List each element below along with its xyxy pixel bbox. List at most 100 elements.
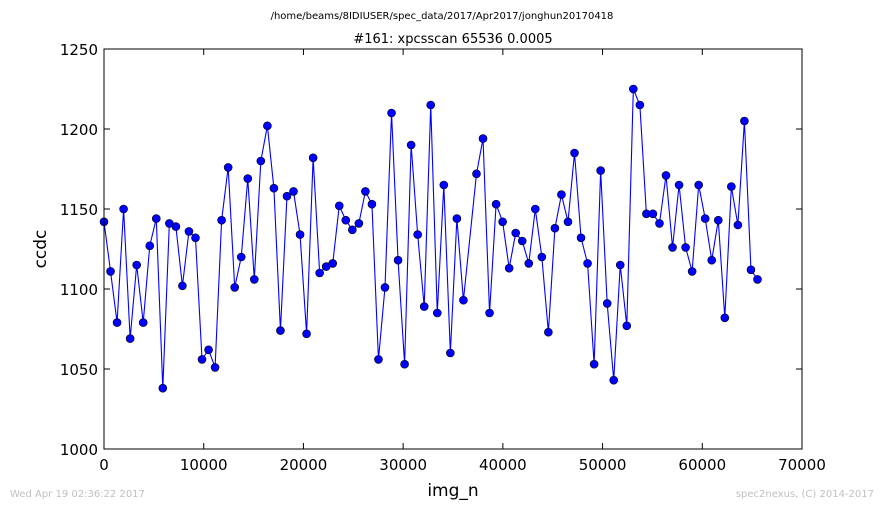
data-point xyxy=(419,302,429,311)
data-point xyxy=(439,180,449,190)
data-point xyxy=(674,180,684,190)
data-point xyxy=(511,228,521,238)
plot-frame xyxy=(103,48,803,450)
data-point xyxy=(544,327,553,337)
data-point xyxy=(570,148,579,158)
data-point xyxy=(472,169,481,179)
data-point xyxy=(132,260,141,270)
data-point xyxy=(387,108,396,118)
data-point xyxy=(681,243,690,252)
axis-ticks: 0 10000 20000 30000 40000 50000 60000 70000 1000… xyxy=(60,41,826,474)
data-point xyxy=(308,153,318,163)
data-point xyxy=(609,375,619,385)
data-point xyxy=(276,326,285,335)
data-point xyxy=(295,230,305,239)
data-point xyxy=(720,313,730,323)
data-point xyxy=(648,209,658,219)
data-point xyxy=(615,260,625,270)
data-point xyxy=(256,156,266,166)
data-point xyxy=(112,318,122,327)
data-point xyxy=(504,263,514,273)
data-point xyxy=(217,215,226,225)
data-point xyxy=(452,214,462,223)
footer-timestamp: Wed Apr 19 02:36:22 2017 xyxy=(10,489,145,500)
data-point xyxy=(655,219,664,228)
data-point xyxy=(550,223,560,233)
data-point xyxy=(119,204,128,214)
chart-suptitle: /home/beams/8IDIUSER/spec_data/2017/Apr2… xyxy=(271,11,614,22)
data-point xyxy=(583,259,592,268)
data-point xyxy=(746,265,756,275)
data-point xyxy=(517,236,527,246)
data-point xyxy=(498,217,507,227)
data-point xyxy=(138,318,148,327)
data-point xyxy=(374,355,383,364)
data-point xyxy=(563,217,573,227)
data-series xyxy=(99,84,762,393)
data-point xyxy=(740,116,749,126)
data-point xyxy=(380,283,390,292)
data-point xyxy=(184,227,194,236)
y-tick-label: 1150 xyxy=(60,201,98,219)
data-point xyxy=(661,171,671,180)
data-point xyxy=(334,201,344,211)
x-tick-label: 10000 xyxy=(180,456,228,474)
data-point xyxy=(753,275,762,284)
data-point xyxy=(223,163,233,172)
x-tick-label: 20000 xyxy=(280,456,328,474)
data-point xyxy=(393,255,403,265)
data-point xyxy=(426,100,436,110)
y-axis-label: ccdc xyxy=(31,230,51,269)
y-tick-label: 1050 xyxy=(60,361,98,379)
data-point xyxy=(707,255,717,265)
x-tick-label: 60000 xyxy=(678,456,726,474)
data-point xyxy=(557,190,566,199)
data-point xyxy=(236,252,246,262)
data-point xyxy=(713,215,723,225)
data-point xyxy=(178,281,187,291)
data-point xyxy=(459,295,468,305)
data-point xyxy=(596,166,605,175)
data-point xyxy=(635,100,645,110)
data-point xyxy=(576,233,586,243)
data-point xyxy=(243,174,253,183)
data-point xyxy=(106,267,115,276)
data-point xyxy=(694,180,703,190)
plot-area xyxy=(104,49,802,449)
data-point xyxy=(171,222,181,231)
data-point xyxy=(367,199,377,209)
y-tick-label: 1100 xyxy=(60,281,98,299)
data-point xyxy=(348,225,357,235)
data-point xyxy=(478,134,488,143)
data-point xyxy=(204,345,213,355)
data-point xyxy=(230,283,239,292)
data-point xyxy=(687,267,697,276)
data-point xyxy=(406,140,416,150)
data-point xyxy=(668,243,677,252)
data-point xyxy=(727,182,736,191)
data-point xyxy=(341,215,351,225)
data-point xyxy=(629,84,638,94)
data-point xyxy=(602,299,612,308)
data-point xyxy=(589,359,599,369)
x-tick-label: 70000 xyxy=(778,456,826,474)
data-point xyxy=(302,329,311,339)
data-point xyxy=(210,363,220,372)
data-point xyxy=(250,275,259,284)
data-point xyxy=(328,259,338,268)
data-point xyxy=(700,214,710,223)
data-point xyxy=(125,334,135,343)
y-tick-label: 1200 xyxy=(60,121,98,139)
data-point xyxy=(491,199,501,209)
data-point xyxy=(158,383,168,393)
x-tick-label: 50000 xyxy=(579,456,627,474)
data-point xyxy=(413,230,422,239)
y-tick-label: 1250 xyxy=(60,41,98,59)
data-point xyxy=(622,321,632,331)
data-point xyxy=(282,191,292,201)
data-point xyxy=(446,348,455,358)
data-point xyxy=(263,121,272,131)
data-point xyxy=(269,183,279,193)
data-point xyxy=(485,308,494,318)
